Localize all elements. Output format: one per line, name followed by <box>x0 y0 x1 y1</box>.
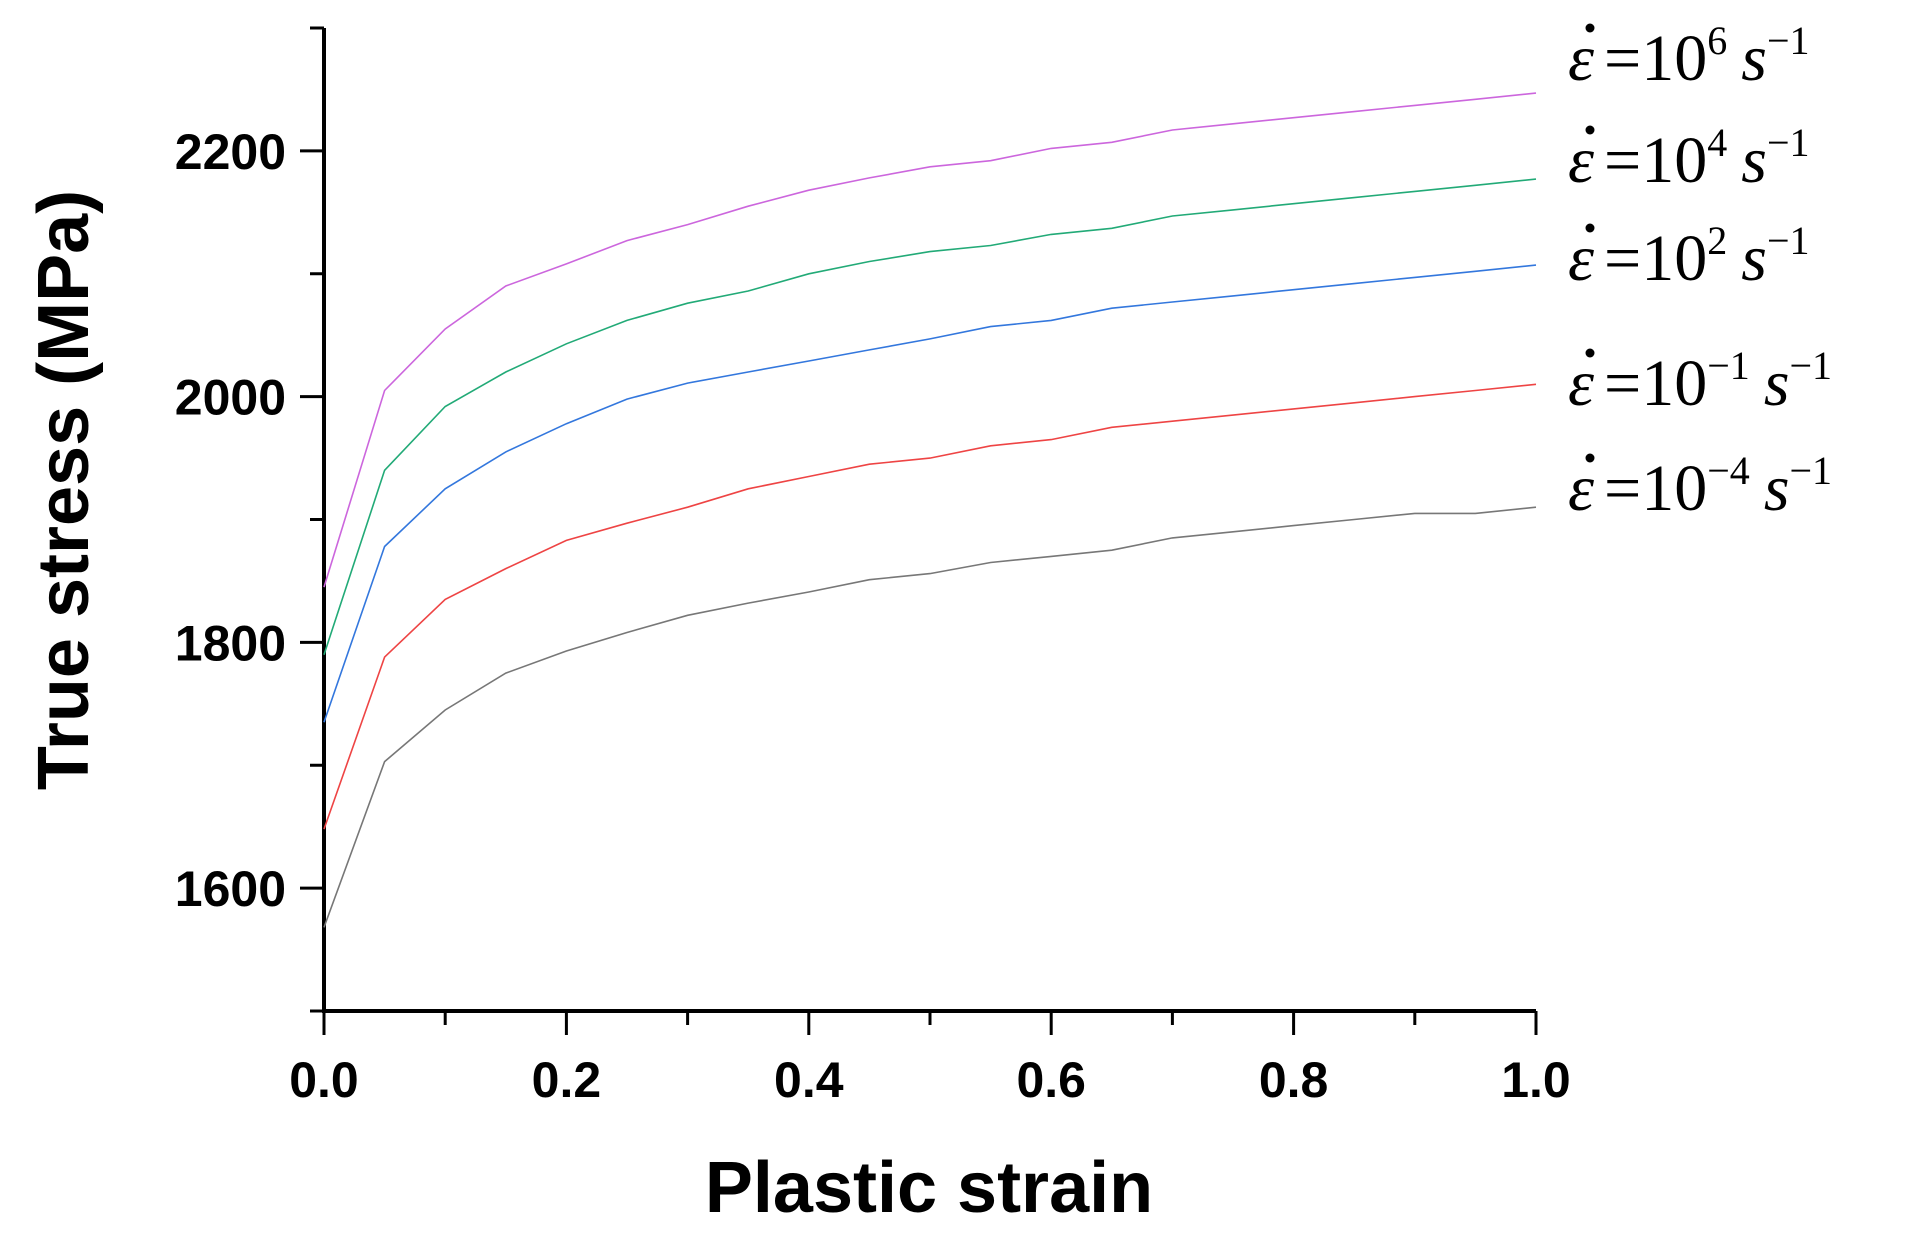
y-tick-label: 2000 <box>175 370 286 426</box>
legend-entry-2: ε =104 s−1 <box>1568 120 1810 197</box>
series-line-5 <box>323 506 1537 928</box>
series-line-2 <box>323 178 1537 655</box>
legend-entry-4: ε =10−1 s−1 <box>1568 343 1832 420</box>
legend-label: ε =10−4 s−1 <box>1568 448 1832 525</box>
epsilon-dot <box>1585 125 1595 135</box>
epsilon-dot <box>1585 223 1595 233</box>
series-line-1 <box>323 92 1537 588</box>
epsilon-dot <box>1585 348 1595 358</box>
legend-label: ε =104 s−1 <box>1568 120 1810 197</box>
x-tick-label: 1.0 <box>1501 1052 1571 1108</box>
legend-entry-1: ε =106 s−1 <box>1568 18 1810 95</box>
legend-entry-5: ε =10−4 s−1 <box>1568 448 1832 525</box>
legend-label: ε =102 s−1 <box>1568 218 1810 295</box>
x-tick-label: 0.0 <box>289 1052 359 1108</box>
axes: 0.0 0.2 0.4 0.6 0.8 1.0 1600 1800 2000 2200 <box>175 26 1571 1108</box>
series-line-4 <box>323 383 1537 830</box>
y-axis-title: True stress (MPa) <box>24 190 104 790</box>
x-tick-label: 0.2 <box>532 1052 602 1108</box>
y-tick-label: 1800 <box>175 615 286 671</box>
epsilon-dot <box>1585 453 1595 463</box>
x-tick-label: 0.8 <box>1259 1052 1329 1108</box>
y-tick-label: 2200 <box>175 124 286 180</box>
series-lines <box>323 92 1537 928</box>
x-axis-title: Plastic strain <box>705 1148 1153 1228</box>
x-tick-label: 0.6 <box>1016 1052 1086 1108</box>
epsilon-dot <box>1585 23 1595 33</box>
x-tick-label: 0.4 <box>774 1052 844 1108</box>
legend-entry-3: ε =102 s−1 <box>1568 218 1810 295</box>
y-tick-label: 1600 <box>175 861 286 917</box>
legend: ε =106 s−1 ε =104 s−1 ε =102 s−1 ε =10−1 s−1 ε =10−4 s… <box>1568 18 1832 525</box>
legend-label: ε =10−1 s−1 <box>1568 343 1832 420</box>
legend-label: ε =106 s−1 <box>1568 18 1810 95</box>
series-line-3 <box>323 264 1537 723</box>
